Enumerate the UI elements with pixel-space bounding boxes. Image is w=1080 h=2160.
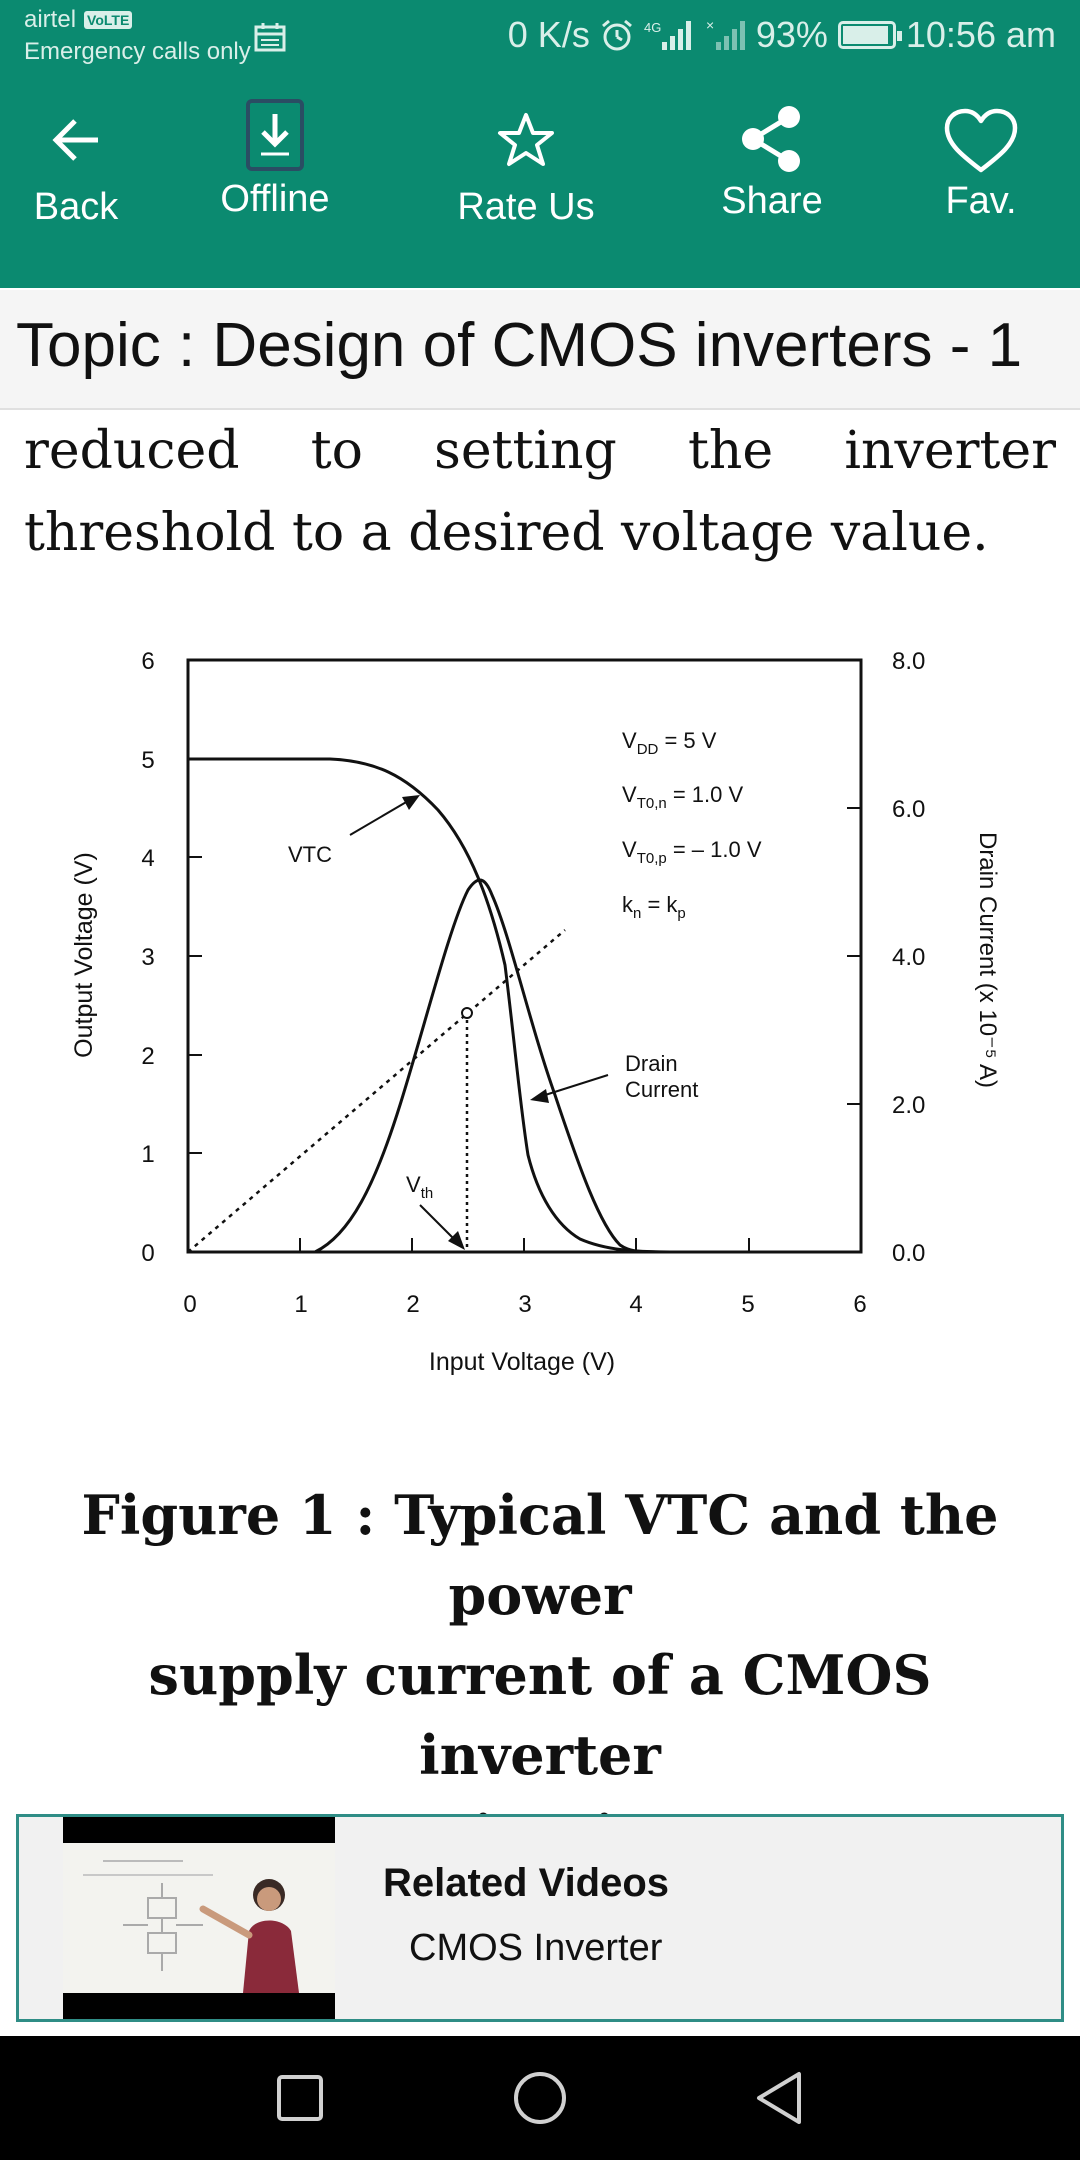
back-label: Back <box>33 186 119 228</box>
rate-us-button[interactable]: Rate Us <box>436 112 616 229</box>
related-video-name: CMOS Inverter <box>409 1927 663 1969</box>
param-vtop: VT0,p = – 1.0 V <box>622 837 762 867</box>
back-nav-icon[interactable] <box>754 2070 804 2126</box>
vtc-figure-svg: 0 1 2 3 4 5 6 0.0 2.0 4.0 6.0 8.0 0 1 2 … <box>70 648 1001 1376</box>
arrow-left-icon <box>52 119 98 161</box>
share-icon <box>742 106 800 172</box>
share-button[interactable]: Share <box>682 106 862 223</box>
vtc-label: VTC <box>288 842 332 867</box>
heart-icon <box>944 108 1018 173</box>
left-axis-ticks <box>188 758 202 1253</box>
related-videos-card[interactable]: Related Videos CMOS Inverter <box>16 1814 1064 2022</box>
related-videos-title: Related Videos <box>383 1861 670 1905</box>
ytick-right-4: 8.0 <box>892 648 925 675</box>
favorite-label: Fav. <box>945 180 1017 222</box>
ytick-left-1: 1 <box>141 1141 154 1168</box>
video-preview-graphic <box>83 1860 299 1993</box>
vth-point <box>461 1007 473 1019</box>
drain-arrow <box>541 1074 609 1097</box>
parameter-list: VDD = 5 V VT0,n = 1.0 V VT0,p = – 1.0 V … <box>622 728 762 922</box>
video-thumbnail[interactable] <box>63 1817 335 2019</box>
unity-gain-line <box>187 929 566 1253</box>
param-k: kn = kp <box>622 892 686 922</box>
carrier-name: airtel <box>24 6 77 33</box>
drain-arrowhead <box>530 1089 549 1103</box>
drain-label-line2: Current <box>625 1077 698 1102</box>
carrier: airtel VoLTE <box>24 6 251 34</box>
battery-fill <box>842 26 888 44</box>
ytick-left-3: 3 <box>141 944 154 971</box>
vtc-arrowhead <box>402 795 420 810</box>
ytick-left-4: 4 <box>141 845 154 872</box>
topic-bar: Topic : Design of CMOS inverters - 1 <box>0 290 1080 410</box>
topic-title: Topic : Design of CMOS inverters - 1 <box>16 311 1023 380</box>
ytick-right-0: 0.0 <box>892 1240 925 1267</box>
vth-label: Vth <box>406 1172 433 1202</box>
xtick-3: 3 <box>518 1291 531 1318</box>
vth-arrowhead <box>448 1231 465 1250</box>
xtick-2: 2 <box>406 1291 419 1318</box>
ytick-left-2: 2 <box>141 1043 154 1070</box>
signal-noservice-icon: × <box>706 18 745 50</box>
battery-icon <box>837 21 902 49</box>
emergency-text: Emergency calls only <box>24 38 251 65</box>
paragraph: reduced to setting the inverter threshol… <box>24 410 1056 574</box>
network-speed: 0 K/s <box>507 14 590 55</box>
alarm-icon <box>601 19 632 51</box>
recents-icon[interactable] <box>276 2074 324 2122</box>
volte-badge: VoLTE <box>84 11 133 29</box>
xtick-4: 4 <box>629 1291 642 1318</box>
bottom-axis-ticks <box>299 1238 750 1252</box>
x-axis-label: Input Voltage (V) <box>429 1348 615 1376</box>
rate-us-label: Rate Us <box>457 186 595 228</box>
share-label: Share <box>721 180 823 222</box>
caption-line-2: supply current of a CMOS inverter <box>148 1643 932 1787</box>
status-right: 0 K/s 4G × 93% 10:56 am <box>508 14 1056 56</box>
xtick-0: 0 <box>183 1291 196 1318</box>
ytick-right-2: 4.0 <box>892 944 925 971</box>
battery-percent: 93% <box>755 14 828 55</box>
drain-label-line1: Drain <box>625 1051 678 1076</box>
calendar-icon <box>254 23 286 52</box>
paragraph-line-2: threshold to a desired voltage value. <box>24 503 989 563</box>
drain-current-curve <box>188 878 661 1254</box>
back-button[interactable]: Back <box>0 112 166 229</box>
xtick-1: 1 <box>294 1291 307 1318</box>
left-axis-label: Output Voltage (V) <box>70 852 98 1058</box>
star-icon <box>498 113 554 166</box>
status-left: airtel VoLTE Emergency calls only <box>24 6 251 66</box>
right-axis-label: Drain Current (x 10⁻⁵ A) <box>974 832 1001 1088</box>
ytick-left-6: 6 <box>141 648 154 675</box>
network-type: 4G <box>644 20 661 35</box>
svg-text:×: × <box>706 18 714 33</box>
clock: 10:56 am <box>905 14 1056 55</box>
xtick-6: 6 <box>853 1291 866 1318</box>
paragraph-line-1: reduced to setting the inverter <box>24 421 1056 481</box>
signal-4g-icon: 4G <box>644 20 691 50</box>
vtc-figure: 0 1 2 3 4 5 6 0.0 2.0 4.0 6.0 8.0 0 1 2 … <box>60 625 1020 1385</box>
param-vton: VT0,n = 1.0 V <box>622 782 743 812</box>
top-toolbar: Back Offline Rate Us Share Fav. <box>0 72 1080 288</box>
vtc-arrow <box>349 800 409 836</box>
ytick-left-0: 0 <box>141 1240 154 1267</box>
home-icon[interactable] <box>512 2070 568 2126</box>
offline-label: Offline <box>220 178 330 220</box>
offline-button[interactable]: Offline <box>185 99 365 221</box>
xtick-5: 5 <box>741 1291 754 1318</box>
caption-line-1: Figure 1 : Typical VTC and the power <box>81 1483 999 1627</box>
vth-arrow <box>419 1204 459 1244</box>
vtc-curve <box>188 757 861 1254</box>
favorite-button[interactable]: Fav. <box>891 108 1071 223</box>
ytick-right-3: 6.0 <box>892 796 925 823</box>
ytick-left-5: 5 <box>141 747 154 774</box>
system-nav-bar <box>0 2036 1080 2160</box>
plot-frame <box>186 658 863 1254</box>
status-bar: airtel VoLTE Emergency calls only 0 K/s … <box>0 0 1080 72</box>
download-icon <box>246 99 304 171</box>
ytick-right-1: 2.0 <box>892 1092 925 1119</box>
param-vdd: VDD = 5 V <box>622 728 717 758</box>
video-frame <box>63 1843 335 1993</box>
right-axis-ticks <box>847 807 861 1105</box>
